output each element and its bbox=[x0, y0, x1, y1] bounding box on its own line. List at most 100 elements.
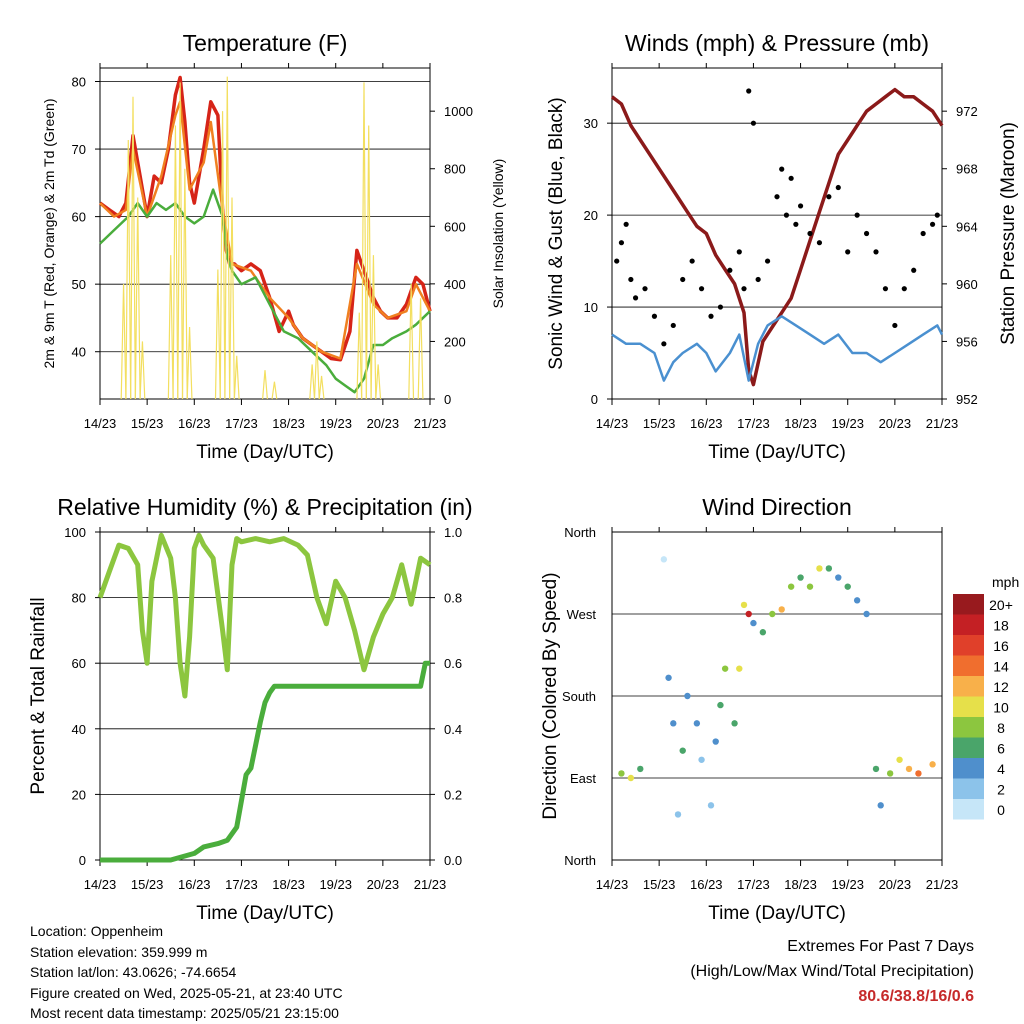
legend-label: 18 bbox=[993, 618, 1009, 634]
insolation-spike bbox=[370, 255, 377, 400]
y-right-tick-label: 960 bbox=[956, 277, 978, 292]
x-tick-label: 20/23 bbox=[367, 416, 400, 431]
direction-point bbox=[769, 610, 776, 618]
legend-swatch bbox=[953, 717, 984, 738]
x-tick-label: 14/23 bbox=[596, 877, 629, 892]
direction-point bbox=[684, 692, 691, 700]
winds-title: Winds (mph) & Pressure (mb) bbox=[625, 30, 929, 56]
x-tick-label: 21/23 bbox=[926, 877, 959, 892]
data-point bbox=[774, 194, 780, 200]
data-point bbox=[863, 230, 870, 237]
y-right-tick-label: 800 bbox=[444, 162, 466, 177]
y-right-tick-label: 600 bbox=[444, 219, 466, 234]
temperature-series-1 bbox=[99, 100, 432, 360]
data-point bbox=[698, 286, 705, 292]
insolation-spike bbox=[361, 82, 367, 400]
legend-label: 4 bbox=[997, 761, 1005, 777]
winds-xlabel: Time (Day/UTC) bbox=[708, 442, 846, 463]
insolation-spike bbox=[186, 327, 193, 400]
data-point bbox=[920, 230, 926, 237]
direction-point bbox=[896, 756, 903, 763]
y-tick-label: 40 bbox=[72, 345, 86, 360]
series-line bbox=[98, 75, 432, 362]
data-point bbox=[793, 221, 799, 227]
series-line bbox=[610, 87, 944, 387]
legend-swatch bbox=[953, 635, 984, 656]
x-tick-label: 15/23 bbox=[643, 416, 676, 431]
data-point bbox=[816, 240, 823, 246]
insolation-spike bbox=[309, 364, 316, 400]
x-tick-label: 17/23 bbox=[225, 877, 258, 892]
y-tick-label: West bbox=[567, 607, 597, 622]
direction-point bbox=[745, 610, 752, 618]
data-point bbox=[854, 212, 860, 218]
y-right-tick-label: 0.6 bbox=[444, 656, 462, 671]
y-tick-label: 60 bbox=[72, 210, 86, 225]
x-tick-label: 16/23 bbox=[178, 877, 211, 892]
x-tick-label: 19/23 bbox=[319, 416, 352, 431]
direction-point bbox=[698, 756, 705, 763]
legend-swatch bbox=[953, 655, 984, 676]
direction-point bbox=[915, 770, 922, 777]
direction-point bbox=[717, 701, 724, 709]
direction-point bbox=[750, 619, 757, 627]
direction-point bbox=[707, 802, 715, 809]
direction-point bbox=[665, 674, 672, 681]
direction-point bbox=[816, 565, 823, 572]
direction-point bbox=[806, 583, 814, 590]
direction-point bbox=[853, 597, 861, 604]
insolation-spike bbox=[134, 197, 141, 400]
direction-point bbox=[797, 574, 804, 581]
direction-point bbox=[778, 606, 785, 613]
extremes-title: Extremes For Past 7 Days bbox=[787, 938, 974, 955]
temperature-series-3 bbox=[120, 76, 424, 400]
legend-swatch bbox=[953, 758, 984, 779]
y-tick-label: North bbox=[564, 853, 596, 868]
legend-label: 2 bbox=[997, 782, 1005, 798]
data-point bbox=[642, 286, 648, 292]
x-tick-label: 21/23 bbox=[414, 877, 447, 892]
humidity-series-0 bbox=[97, 532, 432, 699]
data-point bbox=[826, 194, 832, 200]
y-right-tick-label: 0.4 bbox=[444, 722, 462, 737]
direction-point bbox=[721, 665, 729, 672]
insolation-spike bbox=[233, 355, 240, 400]
station-location: Location: Oppenheim bbox=[30, 923, 164, 939]
insolation-spike bbox=[214, 269, 221, 400]
y-tick-label: 60 bbox=[72, 656, 86, 671]
data-point bbox=[717, 304, 724, 310]
insolation-spike bbox=[172, 125, 179, 400]
x-tick-label: 20/23 bbox=[879, 877, 912, 892]
direction-point bbox=[759, 629, 767, 636]
data-point bbox=[835, 184, 841, 191]
legend-label: 8 bbox=[997, 720, 1005, 736]
y-tick-label: 50 bbox=[72, 277, 86, 292]
y-tick-label: 40 bbox=[72, 722, 86, 737]
winddir-xlabel: Time (Day/UTC) bbox=[708, 903, 846, 924]
legend-swatch bbox=[953, 799, 984, 820]
direction-point bbox=[835, 574, 842, 581]
legend-label: 0 bbox=[997, 802, 1005, 818]
insolation-spike bbox=[125, 139, 132, 400]
insolation-spike bbox=[375, 364, 382, 400]
insolation-spike bbox=[408, 283, 415, 400]
data-point bbox=[670, 322, 676, 329]
series-line bbox=[99, 100, 432, 360]
x-tick-label: 21/23 bbox=[926, 416, 959, 431]
y-tick-label: 20 bbox=[72, 787, 86, 802]
data-point bbox=[929, 221, 936, 227]
x-tick-label: 18/23 bbox=[784, 877, 817, 892]
y-right-tick-label: 200 bbox=[444, 334, 466, 349]
data-point bbox=[779, 166, 785, 172]
winds-series-2 bbox=[614, 88, 940, 347]
direction-point bbox=[740, 601, 748, 609]
humidity-xlabel: Time (Day/UTC) bbox=[196, 903, 334, 924]
insolation-spike bbox=[219, 111, 226, 400]
direction-point bbox=[863, 610, 870, 618]
data-point bbox=[632, 295, 639, 301]
data-point bbox=[651, 313, 658, 319]
direction-point bbox=[905, 765, 913, 773]
data-point bbox=[736, 249, 742, 255]
direction-point bbox=[674, 811, 682, 818]
station-info: Location: Oppenheim Station elevation: 3… bbox=[30, 921, 343, 1024]
